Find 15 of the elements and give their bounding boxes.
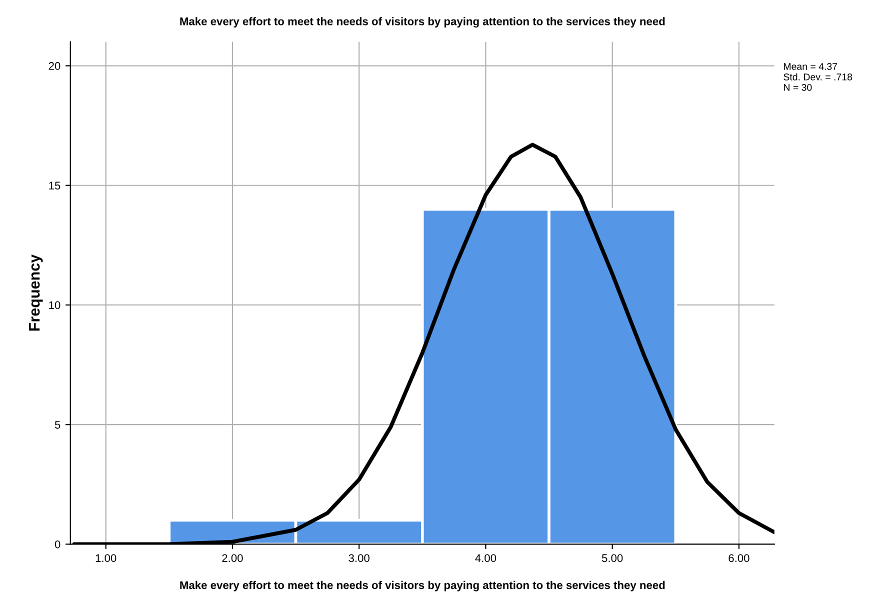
y-tick-label: 10 — [49, 301, 60, 310]
x-axis-title: Make every effort to meet the needs of visitors by paying attention to the services they need — [180, 580, 665, 592]
y-tick-label: 15 — [49, 182, 60, 190]
x-tick-label: 5.00 — [602, 554, 623, 562]
y-tick-label: 5 — [54, 420, 60, 429]
y-axis-title: Frequency — [29, 254, 43, 331]
x-tick-label: 2.00 — [222, 554, 243, 562]
x-tick-label: 3.00 — [348, 554, 370, 562]
x-tick-label: 1.00 — [96, 554, 116, 562]
y-tick-label: 0 — [54, 540, 60, 548]
x-tick-label: 6.00 — [728, 554, 750, 562]
y-tick-label: 20 — [48, 62, 60, 70]
chart-title: Make every effort to meet the needs of visitors by paying attention to the services they need — [180, 17, 665, 28]
x-tick-label: 4.00 — [475, 554, 496, 562]
text: Mean = 4.37 Std. Dev. = .718 N = 30 — [784, 63, 852, 91]
